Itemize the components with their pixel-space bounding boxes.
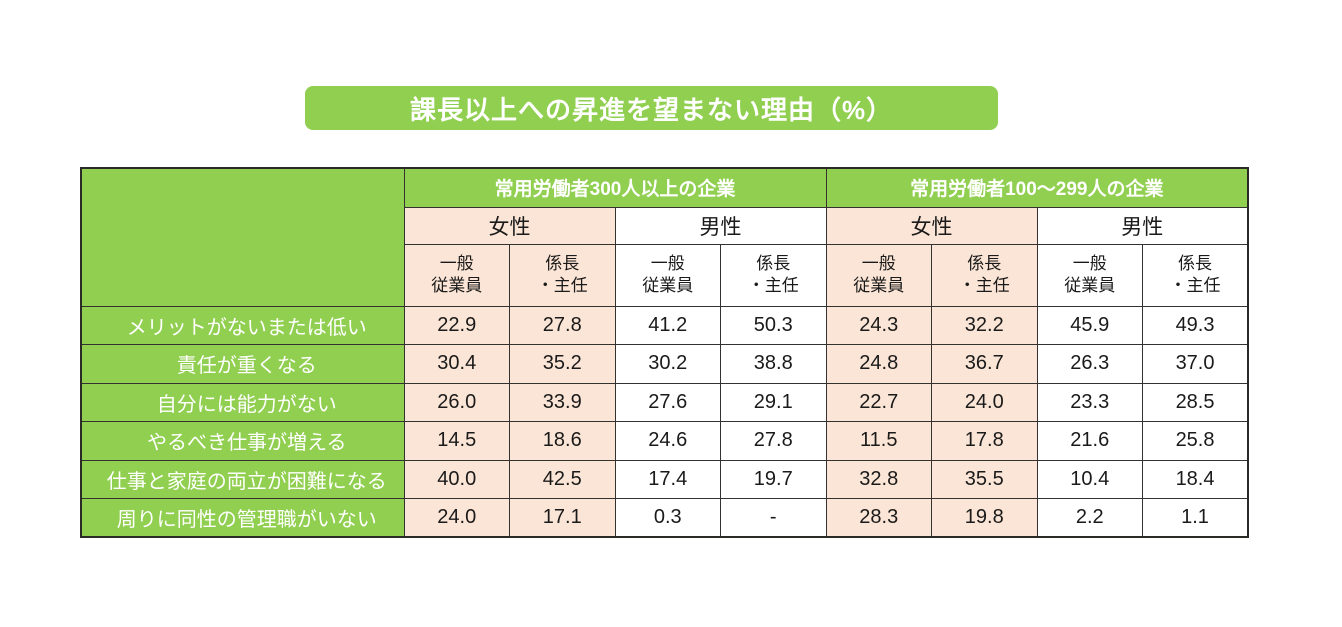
row-label: やるべき仕事が増える: [80, 421, 405, 461]
table-row: 自分には能力がない 26.0 33.9 27.6 29.1 22.7 24.0 …: [80, 382, 1249, 422]
value-cell: 42.5: [509, 459, 616, 499]
table-row: 周りに同性の管理職がいない 24.0 17.1 0.3 - 28.3 19.8 …: [80, 498, 1249, 538]
row-label: 責任が重くなる: [80, 344, 405, 384]
value-cell: 24.8: [825, 344, 933, 384]
value-cell: 24.0: [931, 382, 1038, 422]
value-cell: 24.0: [403, 498, 510, 538]
value-cell: 17.4: [614, 459, 721, 499]
value-cell: 28.5: [1142, 382, 1249, 422]
value-cell: 19.7: [720, 459, 827, 499]
value-cell: 30.2: [614, 344, 721, 384]
value-cell: 18.6: [509, 421, 616, 461]
group-header-large-companies: 常用労働者300人以上の企業: [403, 167, 827, 208]
position-header-row: 一般 従業員 係長 ・主任 一般 従業員 係長 ・主任 一般 従業員 係長 ・主…: [81, 243, 1249, 307]
value-cell: 45.9: [1036, 305, 1144, 345]
value-cell: 32.2: [931, 305, 1038, 345]
position-header-chief: 係長 ・主任: [931, 243, 1038, 307]
value-cell: 10.4: [1036, 459, 1144, 499]
position-header-general: 一般 従業員: [614, 243, 721, 307]
value-cell: 26.0: [403, 382, 510, 422]
table-row: 責任が重くなる 30.4 35.2 30.2 38.8 24.8 36.7 26…: [80, 344, 1249, 384]
value-cell: 32.8: [825, 459, 933, 499]
group-header-row: 常用労働者300人以上の企業 常用労働者100～299人の企業: [80, 167, 1249, 307]
page-title: 課長以上への昇進を望まない理由（%）: [409, 94, 894, 125]
value-cell: 38.8: [720, 344, 827, 384]
row-label: 自分には能力がない: [80, 382, 405, 422]
title-banner: 課長以上への昇進を望まない理由（%）: [305, 86, 998, 130]
value-cell: 35.2: [509, 344, 616, 384]
position-header-chief: 係長 ・主任: [1142, 243, 1249, 307]
row-label: 周りに同性の管理職がいない: [80, 498, 405, 538]
gender-header-male: 男性: [1036, 206, 1249, 245]
gender-header-row: 女性 男性 女性 男性: [81, 206, 1249, 245]
table-row: 仕事と家庭の両立が困難になる 40.0 42.5 17.4 19.7 32.8 …: [80, 459, 1249, 499]
value-cell: 23.3: [1036, 382, 1144, 422]
promotion-reasons-table: 常用労働者300人以上の企業 常用労働者100～299人の企業 女性 男性 女性…: [80, 167, 1250, 538]
value-cell: 22.7: [825, 382, 933, 422]
value-cell: 19.8: [931, 498, 1038, 538]
value-cell: 27.8: [720, 421, 827, 461]
position-header-general: 一般 従業員: [1036, 243, 1144, 307]
position-header-chief: 係長 ・主任: [720, 243, 827, 307]
value-cell: 33.9: [509, 382, 616, 422]
row-label: メリットがないまたは低い: [80, 305, 405, 345]
value-cell: 35.5: [931, 459, 1038, 499]
value-cell: 21.6: [1036, 421, 1144, 461]
value-cell: 18.4: [1142, 459, 1249, 499]
value-cell: 14.5: [403, 421, 510, 461]
value-cell: 27.8: [509, 305, 616, 345]
value-cell: 30.4: [403, 344, 510, 384]
corner-cell: [80, 167, 405, 307]
value-cell: 36.7: [931, 344, 1038, 384]
row-label: 仕事と家庭の両立が困難になる: [80, 459, 405, 499]
value-cell: 17.8: [931, 421, 1038, 461]
value-cell: 0.3: [614, 498, 721, 538]
value-cell: 25.8: [1142, 421, 1249, 461]
table-row: やるべき仕事が増える 14.5 18.6 24.6 27.8 11.5 17.8…: [80, 421, 1249, 461]
value-cell: 11.5: [825, 421, 933, 461]
value-cell: 27.6: [614, 382, 721, 422]
value-cell: 28.3: [825, 498, 933, 538]
position-header-general: 一般 従業員: [825, 243, 933, 307]
value-cell: 40.0: [403, 459, 510, 499]
gender-header-female: 女性: [825, 206, 1038, 245]
value-cell: 22.9: [403, 305, 510, 345]
gender-header-female: 女性: [403, 206, 616, 245]
table-row: メリットがないまたは低い 22.9 27.8 41.2 50.3 24.3 32…: [80, 305, 1249, 345]
value-cell: 37.0: [1142, 344, 1249, 384]
value-cell: 24.3: [825, 305, 933, 345]
position-header-chief: 係長 ・主任: [509, 243, 616, 307]
value-cell: 49.3: [1142, 305, 1249, 345]
value-cell: 2.2: [1036, 498, 1144, 538]
value-cell: 29.1: [720, 382, 827, 422]
value-cell: 50.3: [720, 305, 827, 345]
value-cell: 1.1: [1142, 498, 1249, 538]
value-cell: 26.3: [1036, 344, 1144, 384]
value-cell: 17.1: [509, 498, 616, 538]
group-header-medium-companies: 常用労働者100～299人の企業: [825, 167, 1249, 208]
value-cell: 41.2: [614, 305, 721, 345]
position-header-general: 一般 従業員: [403, 243, 510, 307]
value-cell: -: [720, 498, 827, 538]
gender-header-male: 男性: [614, 206, 827, 245]
value-cell: 24.6: [614, 421, 721, 461]
